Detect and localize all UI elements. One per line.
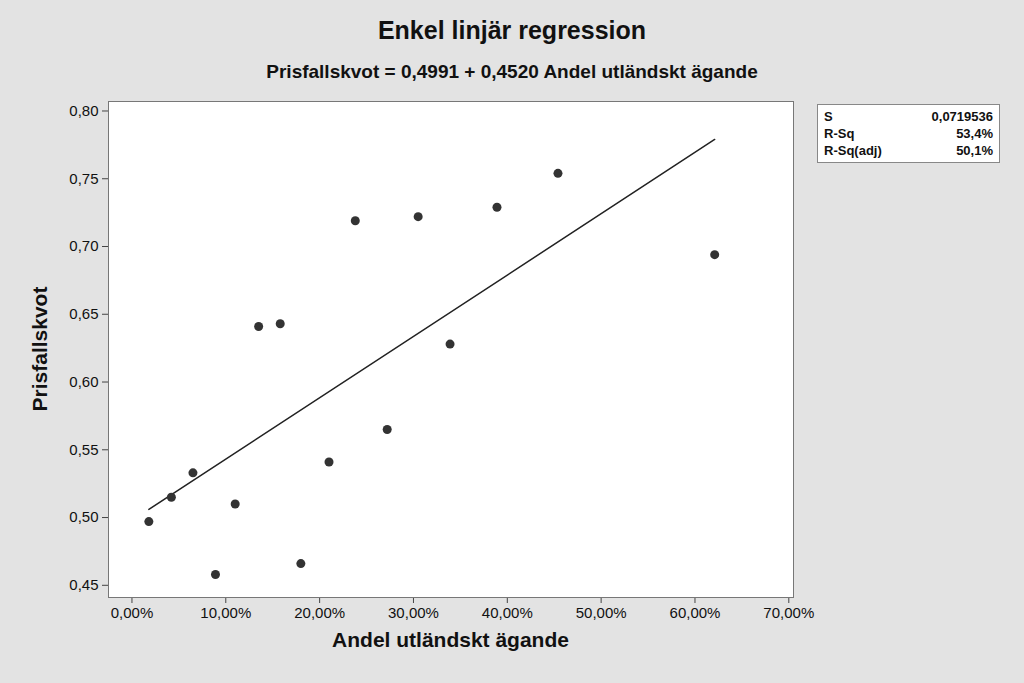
- html-text:Prisfallskvot = 0,4991 + 0,452: Prisfallskvot = 0,4991 + 0,4520 Andel ut…: [266, 61, 758, 82]
- html-text:Prisfallskvot: Prisfallskvot: [28, 286, 51, 412]
- svg-text:0,65: 0,65: [69, 305, 98, 322]
- html-text:R-Sq(adj): R-Sq(adj): [824, 143, 882, 158]
- html-text:S: S: [824, 109, 833, 124]
- svg-text:0,75: 0,75: [69, 170, 98, 187]
- svg-text:60,00%: 60,00%: [670, 604, 721, 621]
- html-text:53,4%: 53,4%: [956, 126, 993, 141]
- html-text:0,0719536: 0,0719536: [931, 109, 993, 124]
- html-text:50,1%: 50,1%: [956, 143, 993, 158]
- svg-text:0,55: 0,55: [69, 441, 98, 458]
- html-text:Andel utländskt ägande: Andel utländskt ägande: [332, 628, 569, 651]
- svg-text:0,45: 0,45: [69, 576, 98, 593]
- svg-text:0,60: 0,60: [69, 373, 98, 390]
- svg-text:0,50: 0,50: [69, 508, 98, 525]
- svg-text:40,00%: 40,00%: [482, 604, 533, 621]
- svg-text:20,00%: 20,00%: [294, 604, 345, 621]
- svg-text:0,70: 0,70: [69, 237, 98, 254]
- svg-text:30,00%: 30,00%: [388, 604, 439, 621]
- html-text:Enkel linjär regression: Enkel linjär regression: [377, 16, 647, 44]
- svg-text:50,00%: 50,00%: [576, 604, 627, 621]
- svg-text:0,00%: 0,00%: [111, 604, 154, 621]
- svg-text:0,80: 0,80: [69, 102, 98, 119]
- svg-text:10,00%: 10,00%: [200, 604, 251, 621]
- svg-text:70,00%: 70,00%: [763, 604, 814, 621]
- html-text:R-Sq: R-Sq: [824, 126, 855, 141]
